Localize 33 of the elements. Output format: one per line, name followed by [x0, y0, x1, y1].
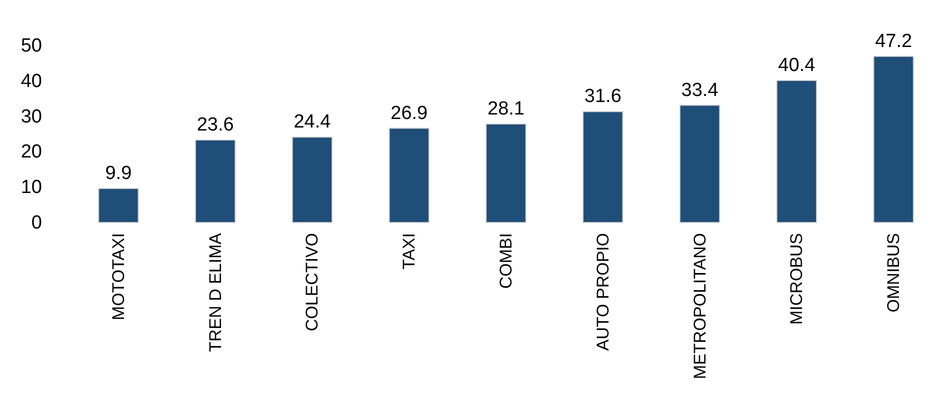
data-label: 9.9 — [105, 162, 132, 184]
data-label: 31.6 — [584, 86, 622, 108]
x-tick-label: MOTOTAXI — [108, 233, 128, 320]
bar — [388, 128, 430, 223]
bar — [98, 188, 139, 223]
x-tick-label: METROPOLITANO — [690, 233, 710, 380]
bar — [486, 124, 526, 223]
x-tick-label: TAXI — [400, 233, 419, 270]
bar — [194, 139, 236, 223]
bar — [292, 136, 333, 223]
data-label: 23.6 — [196, 114, 234, 136]
bar — [679, 104, 720, 223]
x-tick-label: COLECTIVO — [302, 233, 322, 332]
y-tick-label: 20 — [20, 142, 42, 163]
y-tick-label: 40 — [20, 70, 42, 92]
bar — [582, 111, 624, 223]
y-tick-label: 30 — [20, 106, 42, 128]
x-tick-label: TREN D ELIMA — [206, 232, 225, 352]
x-tick-label: MICROBUS — [787, 233, 806, 325]
data-label: 47.2 — [875, 30, 912, 52]
y-tick-label: 10 — [20, 177, 42, 198]
x-tick-label: COMBI — [496, 233, 516, 289]
data-label: 24.4 — [294, 112, 332, 133]
data-label: 40.4 — [778, 54, 816, 76]
data-label: 28.1 — [488, 98, 524, 120]
data-label: 26.9 — [390, 102, 428, 124]
x-tick-label: OMNIBUS — [884, 233, 904, 312]
y-tick-label: 0 — [31, 212, 42, 234]
bar — [776, 80, 818, 223]
x-tick-label: AUTO PROPIO — [593, 233, 612, 351]
data-label: 33.4 — [681, 80, 719, 101]
bar — [873, 56, 914, 223]
y-tick-label: 50 — [20, 36, 42, 56]
